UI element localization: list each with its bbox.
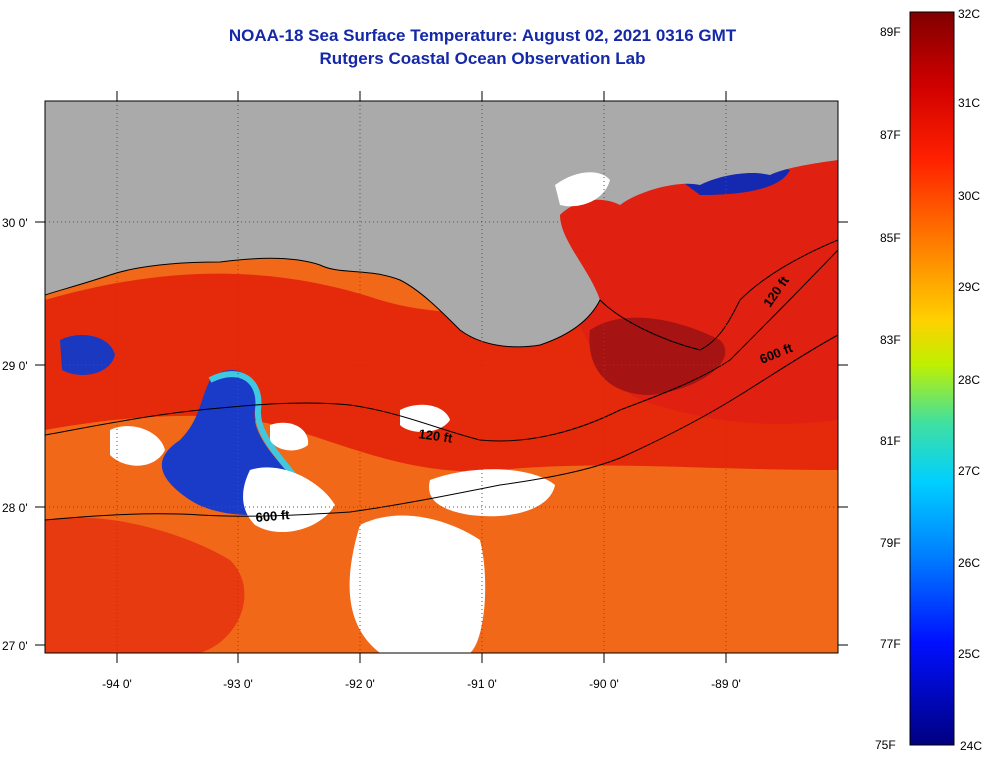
- map-subtitle: Rutgers Coastal Ocean Observation Lab: [319, 49, 646, 68]
- lat-label: 29 0': [2, 359, 28, 373]
- contour-label: 600 ft: [255, 507, 291, 525]
- colorbar-celsius-label: 24C: [960, 739, 982, 753]
- colorbar-celsius-label: 29C: [958, 280, 980, 294]
- depth-contour-120ft: [45, 249, 838, 442]
- lon-label: -93 0': [223, 677, 253, 691]
- colorbar-celsius-label: 30C: [958, 189, 980, 203]
- cloud-mask: [270, 422, 309, 451]
- coastline: [45, 239, 838, 351]
- lat-label: 28 0': [2, 501, 28, 515]
- map-ticks: [35, 91, 848, 663]
- graticule: [45, 101, 838, 653]
- colorbar-celsius-label: 31C: [958, 96, 980, 110]
- colorbar-fahrenheit-label: 89F: [880, 25, 901, 39]
- colorbar-fahrenheit-label: 75F: [875, 738, 896, 752]
- colorbar-celsius-label: 27C: [958, 464, 980, 478]
- cloud-mask: [349, 515, 486, 653]
- map-title-block: NOAA-18 Sea Surface Temperature: August …: [45, 24, 920, 70]
- map-frame: [44, 100, 839, 654]
- contour-label: 120 ft: [418, 426, 454, 446]
- colorbar-fahrenheit-label: 77F: [880, 637, 901, 651]
- colorbar-celsius-label: 28C: [958, 373, 980, 387]
- cloud-mask: [110, 426, 165, 466]
- lon-label: -91 0': [467, 677, 497, 691]
- lon-label: -89 0': [711, 677, 741, 691]
- lat-label: 27 0': [2, 639, 28, 653]
- lon-label: -92 0': [345, 677, 375, 691]
- hot-water-plume: [589, 317, 726, 395]
- colorbar-fahrenheit-label: 83F: [880, 333, 901, 347]
- colorbar-celsius-label: 25C: [958, 647, 980, 661]
- warm-water-southwest: [45, 517, 245, 653]
- map-field: [45, 101, 838, 653]
- lon-label: -90 0': [589, 677, 619, 691]
- lon-label: -94 0': [102, 677, 132, 691]
- colorbar-fahrenheit-label: 87F: [880, 128, 901, 142]
- map-title: NOAA-18 Sea Surface Temperature: August …: [228, 26, 737, 45]
- colorbar: [909, 11, 955, 746]
- land-area: [45, 101, 838, 347]
- depth-contour-600ft: [45, 334, 838, 521]
- cloud-mask: [400, 404, 450, 432]
- colorbar-celsius-label: 26C: [958, 556, 980, 570]
- lat-label: 30 0': [2, 216, 28, 230]
- cloud-mask: [555, 172, 610, 207]
- colorbar-fahrenheit-label: 81F: [880, 434, 901, 448]
- colorbar-fahrenheit-label: 85F: [880, 231, 901, 245]
- colorbar-fahrenheit-label: 79F: [880, 536, 901, 550]
- colorbar-celsius-label: 32C: [958, 7, 980, 21]
